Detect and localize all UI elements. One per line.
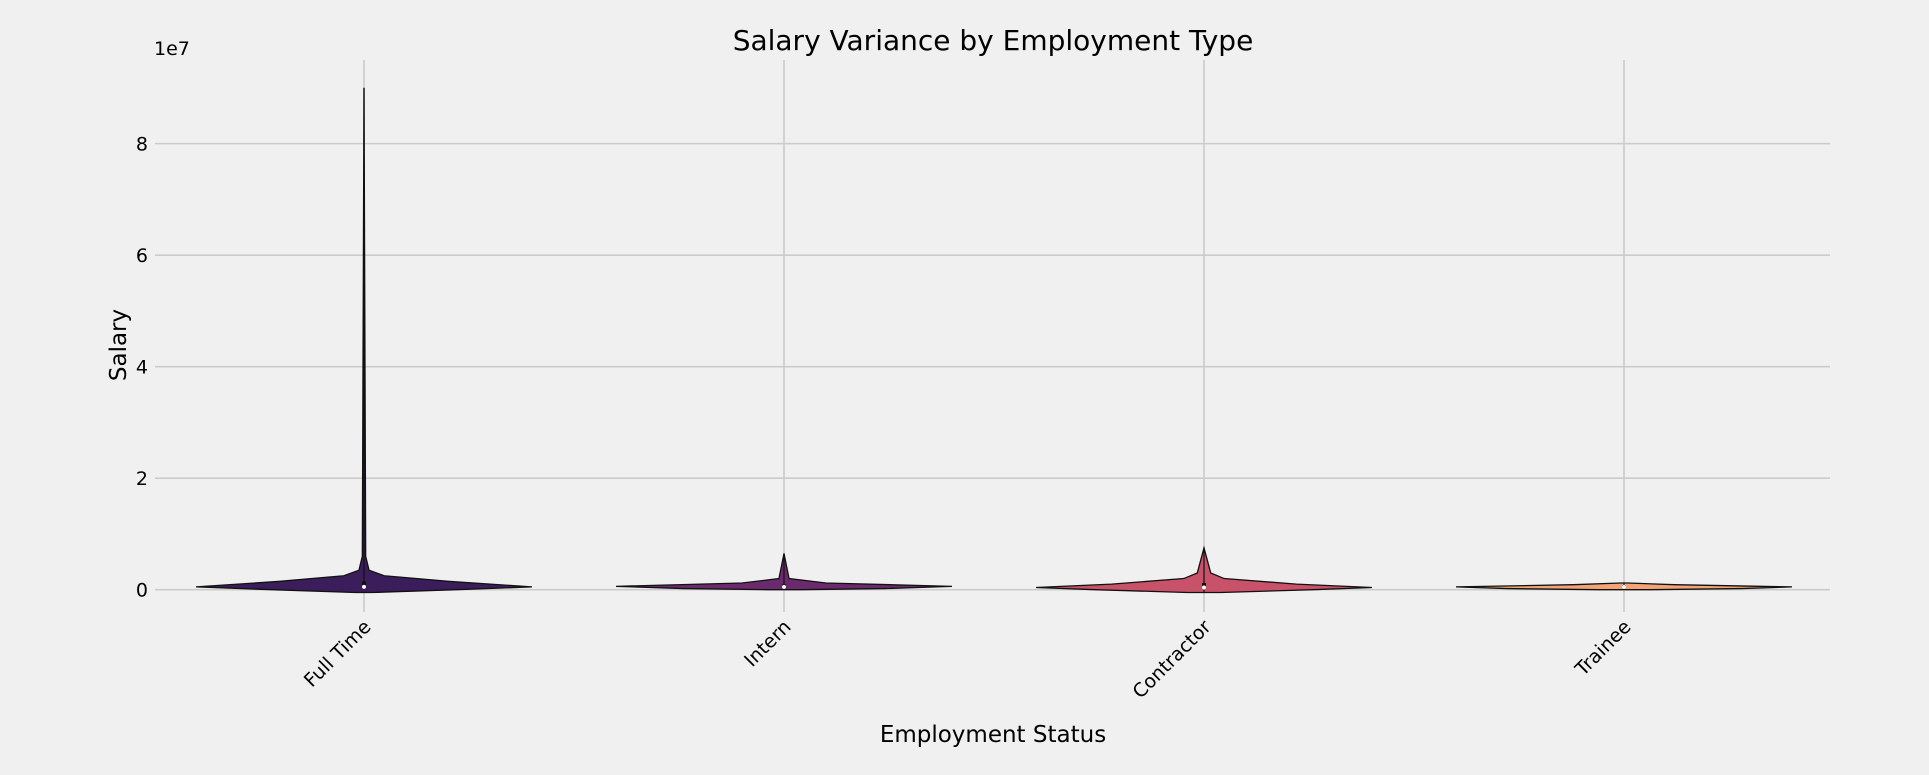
chart-title: Salary Variance by Employment Type bbox=[733, 24, 1254, 57]
violin-median bbox=[1622, 584, 1626, 589]
y-tick-label: 0 bbox=[136, 580, 148, 602]
y-tick-label: 8 bbox=[136, 134, 148, 156]
y-offset-label: 1e7 bbox=[154, 38, 190, 60]
y-tick-label: 2 bbox=[136, 468, 148, 490]
x-axis-label: Employment Status bbox=[880, 722, 1106, 748]
violin-median bbox=[1202, 585, 1206, 590]
y-axis-label: Salary bbox=[106, 309, 132, 381]
y-tick-label: 6 bbox=[136, 245, 148, 267]
y-tick-label: 4 bbox=[136, 357, 148, 379]
violin-median bbox=[362, 584, 366, 589]
violin-median bbox=[782, 584, 786, 589]
violins bbox=[195, 87, 1793, 594]
